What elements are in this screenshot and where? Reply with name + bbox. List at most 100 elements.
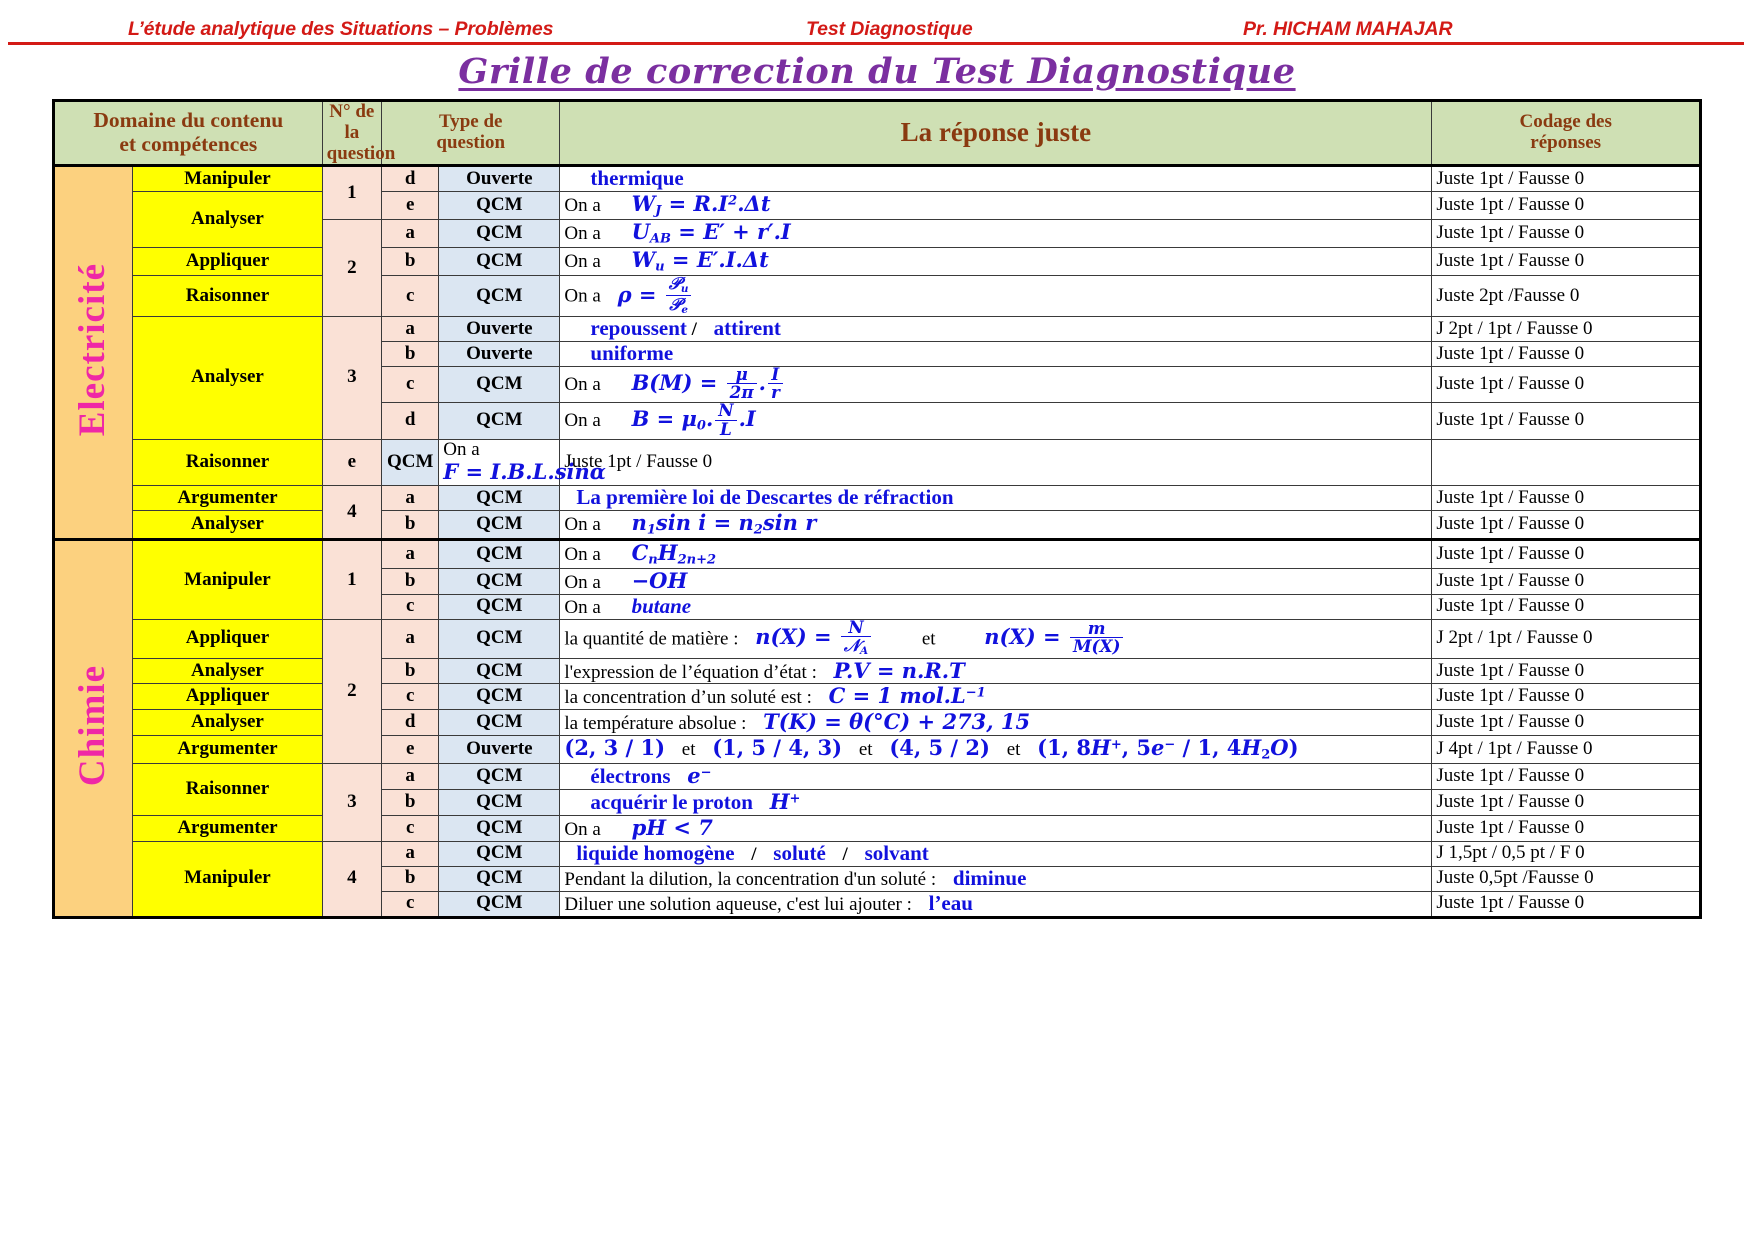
header-left-title: L’étude analytique des Situations – Prob… bbox=[128, 18, 554, 40]
col-header-code-line2: réponses bbox=[1530, 132, 1602, 154]
col-header-type-line2: question bbox=[436, 132, 506, 154]
page-title: Grille de correction du Test Diagnostiqu… bbox=[458, 51, 1296, 92]
question-letter-cell: d bbox=[381, 402, 440, 440]
question-letter-cell: a bbox=[381, 618, 440, 659]
table-row: Appliquer c QCM la concentration d’un so… bbox=[54, 683, 1701, 711]
competence-cell: Raisonner bbox=[132, 438, 323, 487]
table-row: Analyser e QCM On a WJ = R.I2.Δt Juste 1… bbox=[54, 191, 1701, 249]
answer-formula: UAB = E′ + r′.I bbox=[631, 219, 791, 247]
answer-label: la concentration d’un soluté est : bbox=[564, 687, 812, 709]
question-letter-cell: b bbox=[381, 657, 440, 685]
question-type-cell: QCM bbox=[438, 840, 561, 867]
question-type-cell: QCM bbox=[438, 657, 561, 685]
table-row: Chimie Manipuler 1 a QCM On a CnH2n+2 Ju… bbox=[52, 538, 1701, 918]
answer-prefix: On a bbox=[564, 544, 601, 566]
answer-cell: On a Wu = E′.I.Δt bbox=[559, 247, 1433, 277]
question-number-cell: 3 bbox=[321, 763, 383, 842]
answer-prefix: On a bbox=[564, 285, 601, 307]
answer-text-3: solvant bbox=[864, 840, 929, 865]
answer-cell: la concentration d’un soluté est : C = 1… bbox=[559, 683, 1433, 711]
answer-cell: On a WJ = R.I2.Δt bbox=[559, 191, 1433, 221]
question-letter-cell: c bbox=[381, 814, 440, 842]
answer-prefix: On a bbox=[564, 818, 601, 840]
question-type-cell: QCM bbox=[438, 402, 561, 440]
question-letter-cell: c bbox=[381, 683, 440, 711]
answer-cell: liquide homogène / soluté / solvant bbox=[559, 840, 1433, 867]
answer-label: la température absolue : bbox=[564, 713, 747, 735]
answer-cell: thermique bbox=[559, 165, 1433, 193]
col-header-response-coding: Codage des réponses bbox=[1431, 99, 1701, 168]
coding-cell: Juste 1pt / Fausse 0 bbox=[1431, 341, 1701, 368]
competence-cell: Analyser bbox=[132, 657, 323, 685]
table-row: Raisonner e QCM On a F = I.B.L.sinα Just… bbox=[54, 438, 1701, 487]
answer-prefix: On a bbox=[564, 195, 601, 217]
answer-formula: H+ bbox=[769, 789, 801, 815]
table-header-row: Domaine du contenu et compétences N° de … bbox=[53, 99, 1701, 168]
answer-formula: P.V = n.R.T bbox=[833, 657, 965, 683]
question-type-cell: QCM bbox=[438, 789, 561, 816]
coding-cell: Juste 2pt /Fausse 0 bbox=[1431, 275, 1701, 318]
question-type-cell: QCM bbox=[438, 191, 561, 221]
competence-cell: Appliquer bbox=[132, 618, 323, 659]
answer-prefix: On a bbox=[564, 514, 601, 536]
domain-label-chimie: Chimie bbox=[72, 664, 114, 786]
answer-formula: Wu = E′.I.Δt bbox=[631, 247, 769, 275]
answer-conjunction: et bbox=[921, 628, 936, 650]
question-letter-cell: b bbox=[381, 247, 440, 277]
answer-label: Pendant la dilution, la concentration d'… bbox=[564, 868, 937, 890]
table-row: b Ouverte uniforme Juste 1pt / Fausse 0 bbox=[54, 341, 1701, 368]
correction-grid-table: Domaine du contenu et compétences N° de … bbox=[52, 98, 1702, 919]
coding-cell: Juste 1pt / Fausse 0 bbox=[559, 438, 1433, 487]
answer-text: l’eau bbox=[928, 890, 973, 915]
coding-cell: Juste 1pt / Fausse 0 bbox=[1431, 191, 1701, 221]
answer-text: acquérir le proton bbox=[590, 790, 753, 815]
coding-cell: Juste 1pt / Fausse 0 bbox=[1431, 763, 1701, 791]
col-header-question-number: N° de la question bbox=[321, 99, 395, 168]
answer-prefix: On a bbox=[564, 572, 601, 594]
col-header-code-line1: Codage des bbox=[1519, 111, 1612, 133]
question-type-cell: QCM bbox=[438, 593, 561, 620]
answer-cell: On a pH < 7 bbox=[559, 814, 1433, 842]
answer-cell: On a B = μ0. N L .I bbox=[559, 402, 1433, 440]
coding-cell: Juste 1pt / Fausse 0 bbox=[1431, 538, 1701, 570]
answer-cell: Diluer une solution aqueuse, c'est lui a… bbox=[559, 890, 1433, 918]
col-header-correct-answer: La réponse juste bbox=[559, 99, 1433, 168]
question-number-cell: 1 bbox=[321, 538, 383, 620]
competence-cell: Argumenter bbox=[132, 814, 323, 842]
question-letter-cell: c bbox=[381, 890, 440, 918]
answer-text-1: liquide homogène bbox=[576, 840, 735, 865]
header-rule bbox=[8, 42, 1744, 45]
coding-cell: Juste 1pt / Fausse 0 bbox=[1431, 219, 1701, 249]
answer-cell: électrons e− bbox=[559, 763, 1433, 791]
coding-cell: Juste 1pt / Fausse 0 bbox=[1431, 366, 1701, 404]
table-row: Raisonner c QCM On a ρ = 𝒫u 𝒫e Juste 2pt … bbox=[54, 275, 1701, 318]
question-letter-cell: d bbox=[381, 165, 440, 193]
answer-cell: la quantité de matière : n(X) = N 𝒩A et n… bbox=[559, 618, 1433, 659]
coding-cell: Juste 1pt / Fausse 0 bbox=[1431, 890, 1701, 918]
answer-cell: acquérir le proton H+ bbox=[559, 789, 1433, 816]
competence-cell: Analyser bbox=[132, 709, 323, 737]
document-running-header: L’étude analytique des Situations – Prob… bbox=[0, 0, 1754, 52]
header-center-title: Test Diagnostique bbox=[806, 18, 973, 40]
question-type-cell: QCM bbox=[438, 568, 561, 595]
coding-cell: J 2pt / 1pt / Fausse 0 bbox=[1431, 618, 1701, 659]
answer-cell: La première loi de Descartes de réfracti… bbox=[559, 485, 1433, 512]
answer-cell: repoussent / attirent bbox=[559, 316, 1433, 343]
answer-cell: l'expression de l’équation d’état : P.V … bbox=[559, 657, 1433, 685]
table-row: 2 a QCM On a UAB = E′ + r′.I Juste 1pt /… bbox=[54, 219, 1701, 318]
question-letter-cell: a bbox=[381, 316, 440, 343]
answer-cell: Pendant la dilution, la concentration d'… bbox=[559, 865, 1433, 892]
question-type-cell: QCM bbox=[438, 709, 561, 737]
answer-text: diminue bbox=[952, 865, 1027, 890]
coding-cell: Juste 1pt / Fausse 0 bbox=[1431, 657, 1701, 685]
question-type-cell: QCM bbox=[438, 814, 561, 842]
question-type-cell: QCM bbox=[381, 438, 440, 487]
question-letter-cell: d bbox=[381, 709, 440, 737]
table-row: b QCM On a −OH Juste 1pt / Fausse 0 bbox=[54, 568, 1701, 595]
col-header-qnum-line2: question bbox=[326, 142, 396, 164]
col-header-type-line1: Type de bbox=[438, 111, 503, 133]
table-row: Analyser b QCM On a n1sin i = n2sin r Ju… bbox=[54, 510, 1701, 541]
question-type-cell: QCM bbox=[438, 763, 561, 791]
competence-cell: Argumenter bbox=[132, 735, 323, 765]
table-row: b QCM Pendant la dilution, la concentrat… bbox=[54, 865, 1701, 892]
